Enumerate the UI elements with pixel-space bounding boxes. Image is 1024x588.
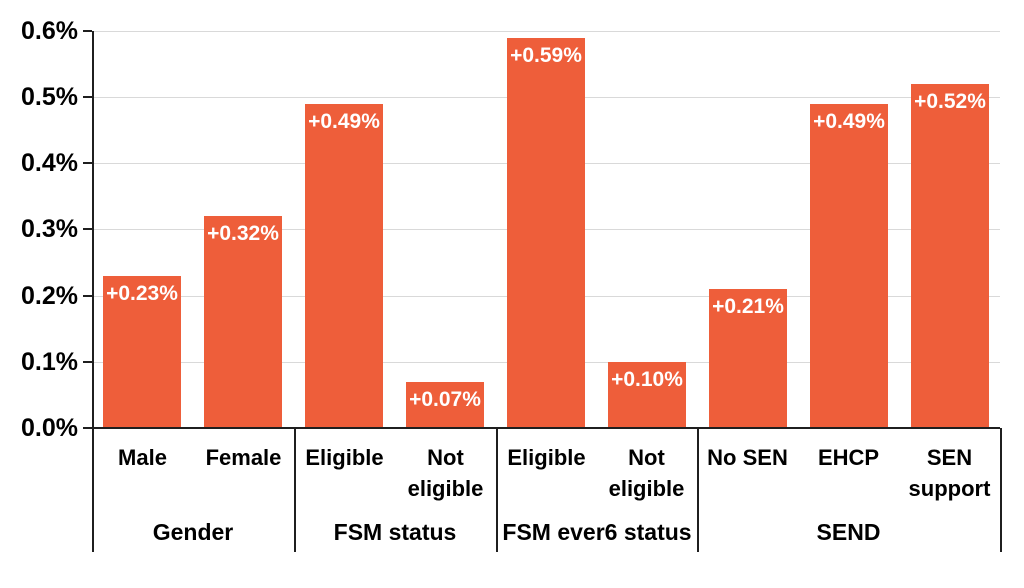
bar: +0.10% xyxy=(608,362,686,428)
y-axis-tick xyxy=(83,96,92,98)
y-axis-tick-label: 0.1% xyxy=(21,348,78,376)
y-axis-tick-label: 0.5% xyxy=(21,83,78,111)
x-axis-line xyxy=(92,427,1000,429)
y-axis-tick-label: 0.6% xyxy=(21,17,78,45)
bar-data-label: +0.49% xyxy=(813,110,885,133)
y-axis-tick-label: 0.2% xyxy=(21,282,78,310)
bar-data-label: +0.52% xyxy=(914,90,986,113)
y-axis-tick xyxy=(83,228,92,230)
bar: +0.49% xyxy=(810,104,888,428)
y-axis-tick xyxy=(83,30,92,32)
category-label: SEN support xyxy=(908,445,991,501)
group-label: SEND xyxy=(816,519,881,545)
y-axis-tick xyxy=(83,295,92,297)
y-axis-tick xyxy=(83,361,92,363)
category-label: Eligible xyxy=(305,445,384,470)
bar-data-label: +0.32% xyxy=(207,222,279,245)
bar-data-label: +0.49% xyxy=(308,110,380,133)
bar: +0.49% xyxy=(305,104,383,428)
group-separator xyxy=(1000,428,1002,552)
bar: +0.07% xyxy=(406,382,484,428)
y-axis-line xyxy=(92,31,94,552)
gridline xyxy=(92,31,1000,32)
y-axis-tick xyxy=(83,162,92,164)
bar: +0.21% xyxy=(709,289,787,428)
bar: +0.32% xyxy=(204,216,282,428)
group-separator xyxy=(496,428,498,552)
bar-data-label: +0.10% xyxy=(611,368,683,391)
bar: +0.59% xyxy=(507,38,585,428)
bar: +0.52% xyxy=(911,84,989,428)
y-axis-tick-label: 0.4% xyxy=(21,149,78,177)
category-label: Not eligible xyxy=(407,445,484,501)
y-axis-tick-label: 0.3% xyxy=(21,215,78,243)
category-label: Eligible xyxy=(507,445,586,470)
category-label: Female xyxy=(205,445,282,470)
group-separator xyxy=(294,428,296,552)
y-axis-tick-label: 0.0% xyxy=(21,414,78,442)
group-separator xyxy=(697,428,699,552)
bar-data-label: +0.23% xyxy=(106,282,178,305)
group-label: FSM status xyxy=(333,519,457,545)
category-label: EHCP xyxy=(817,445,880,470)
category-label: Not eligible xyxy=(608,445,685,501)
bar: +0.23% xyxy=(103,276,181,428)
category-label: Male xyxy=(118,445,167,470)
y-axis-tick xyxy=(83,427,92,429)
group-label: Gender xyxy=(152,519,234,545)
bar-data-label: +0.21% xyxy=(712,295,784,318)
bar-data-label: +0.07% xyxy=(409,388,481,411)
group-label: FSM ever6 status xyxy=(502,519,692,545)
bar-data-label: +0.59% xyxy=(510,44,582,67)
category-label: No SEN xyxy=(707,445,788,470)
